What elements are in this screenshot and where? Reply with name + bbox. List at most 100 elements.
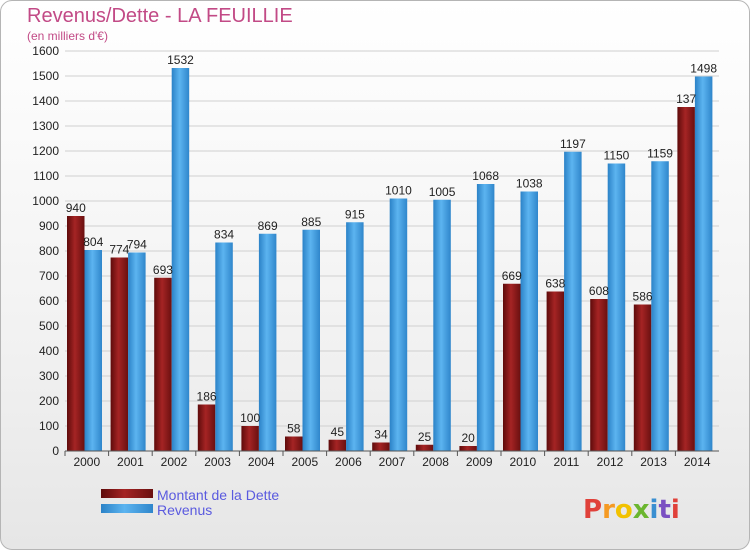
bars xyxy=(67,68,713,451)
y-tick-label: 400 xyxy=(39,344,59,358)
debt-bar xyxy=(459,446,477,451)
debt-bar-label: 669 xyxy=(502,269,522,283)
revenue-bar xyxy=(651,161,669,451)
logo-letter: i xyxy=(671,495,680,525)
revenue-bar-label: 869 xyxy=(258,219,278,233)
proxiti-logo: Proxiti xyxy=(583,495,680,525)
revenue-bar-label: 1005 xyxy=(429,185,456,199)
debt-bar-label: 58 xyxy=(287,422,301,436)
debt-bar xyxy=(546,291,565,451)
revenue-bar xyxy=(171,68,190,451)
revenue-bar xyxy=(128,252,146,451)
legend-swatch-revenue xyxy=(101,504,153,513)
debt-bar-label: 186 xyxy=(197,390,217,404)
debt-bar-label: 940 xyxy=(66,201,86,215)
legend: Montant de la Dette Revenus xyxy=(101,487,279,518)
logo-letter: t xyxy=(658,495,670,525)
debt-bar-label: 100 xyxy=(240,411,260,425)
revenue-bar xyxy=(389,198,408,451)
debt-bar xyxy=(197,404,216,451)
revenue-bar-label: 915 xyxy=(345,207,365,221)
x-tick-label: 2006 xyxy=(335,455,362,469)
debt-bar-label: 586 xyxy=(633,290,653,304)
debt-bar xyxy=(503,283,521,451)
logo-letter: x xyxy=(633,495,650,525)
logo-letter: P xyxy=(583,495,602,525)
y-tick-label: 500 xyxy=(39,319,59,333)
revenue-bar xyxy=(433,199,451,451)
y-tick-label: 1100 xyxy=(33,169,59,183)
x-tick-label: 2009 xyxy=(466,455,493,469)
y-tick-label: 900 xyxy=(39,219,59,233)
revenue-bar xyxy=(520,191,538,451)
x-tick-label: 2007 xyxy=(379,455,406,469)
x-axis-ticks: 2000 2001 2002 2003 2004 2005 2006 2007 2008 2009… xyxy=(64,451,711,469)
debt-bar xyxy=(285,436,303,451)
revenue-bar-label: 885 xyxy=(301,215,321,229)
chart-title: Revenus/Dette - LA FEUILLIE xyxy=(27,5,293,27)
x-tick-label: 2008 xyxy=(422,455,449,469)
debt-bar xyxy=(590,299,608,451)
logo-letter: i xyxy=(650,495,659,525)
revenue-bar xyxy=(564,151,582,451)
x-tick-label: 2011 xyxy=(553,455,579,469)
y-tick-label: 200 xyxy=(39,394,59,408)
chart-subtitle: (en milliers d'€) xyxy=(27,29,108,43)
y-tick-label: 1000 xyxy=(32,194,59,208)
debt-bar-label: 638 xyxy=(545,277,565,291)
revenue-bar xyxy=(346,222,364,451)
x-tick-label: 2005 xyxy=(291,455,318,469)
revenue-bar-label: 794 xyxy=(127,238,147,252)
revenue-bar xyxy=(84,250,102,451)
debt-bar xyxy=(677,107,695,451)
revenue-bar-label: 834 xyxy=(214,228,234,242)
debt-bar-label: 25 xyxy=(418,430,432,444)
revenue-bar xyxy=(476,184,495,451)
x-tick-label: 2004 xyxy=(248,455,275,469)
y-tick-label: 0 xyxy=(52,444,59,458)
revenue-bar-label: 1038 xyxy=(516,177,543,191)
debt-bar xyxy=(328,439,347,451)
revenue-bar-label: 1150 xyxy=(604,149,630,163)
x-tick-label: 2002 xyxy=(161,455,188,469)
legend-swatch-debt xyxy=(101,489,153,498)
logo-letter: o xyxy=(615,495,633,525)
revenue-bar-label: 1068 xyxy=(472,169,499,183)
debt-bar xyxy=(241,426,259,451)
y-tick-label: 1300 xyxy=(32,119,59,133)
x-tick-label: 2000 xyxy=(73,455,100,469)
debt-bar xyxy=(633,304,652,451)
y-tick-label: 300 xyxy=(39,369,59,383)
y-tick-label: 1600 xyxy=(32,44,59,58)
revenue-bar xyxy=(302,229,320,451)
legend-label-revenue: Revenus xyxy=(157,502,212,518)
y-tick-label: 1500 xyxy=(32,69,59,83)
revenue-bar xyxy=(258,233,277,451)
debt-bar xyxy=(415,444,434,451)
revenue-bar-label: 1498 xyxy=(690,62,717,76)
revenue-bar-label: 1532 xyxy=(167,53,194,67)
logo-letter: r xyxy=(602,495,615,525)
debt-bar-label: 774 xyxy=(109,243,129,257)
revenue-bar xyxy=(607,163,626,451)
x-tick-label: 2014 xyxy=(684,455,711,469)
legend-label-debt: Montant de la Dette xyxy=(157,487,279,503)
y-tick-label: 700 xyxy=(39,269,59,283)
debt-bar-label: 137 xyxy=(676,92,696,106)
y-tick-label: 100 xyxy=(39,419,59,433)
revenue-bar xyxy=(694,76,713,451)
debt-bar xyxy=(67,216,85,451)
x-tick-label: 2010 xyxy=(509,455,536,469)
x-tick-label: 2013 xyxy=(640,455,667,469)
debt-bar xyxy=(372,442,390,451)
debt-bar-label: 693 xyxy=(153,263,173,277)
revenue-bar-label: 804 xyxy=(83,235,103,249)
debt-bar-label: 34 xyxy=(374,428,388,442)
revenue-bar-label: 1159 xyxy=(647,146,673,160)
y-tick-label: 1400 xyxy=(32,94,59,108)
debt-bar-label: 608 xyxy=(589,284,609,298)
y-tick-label: 600 xyxy=(39,294,59,308)
debt-bar-label: 45 xyxy=(331,425,345,439)
